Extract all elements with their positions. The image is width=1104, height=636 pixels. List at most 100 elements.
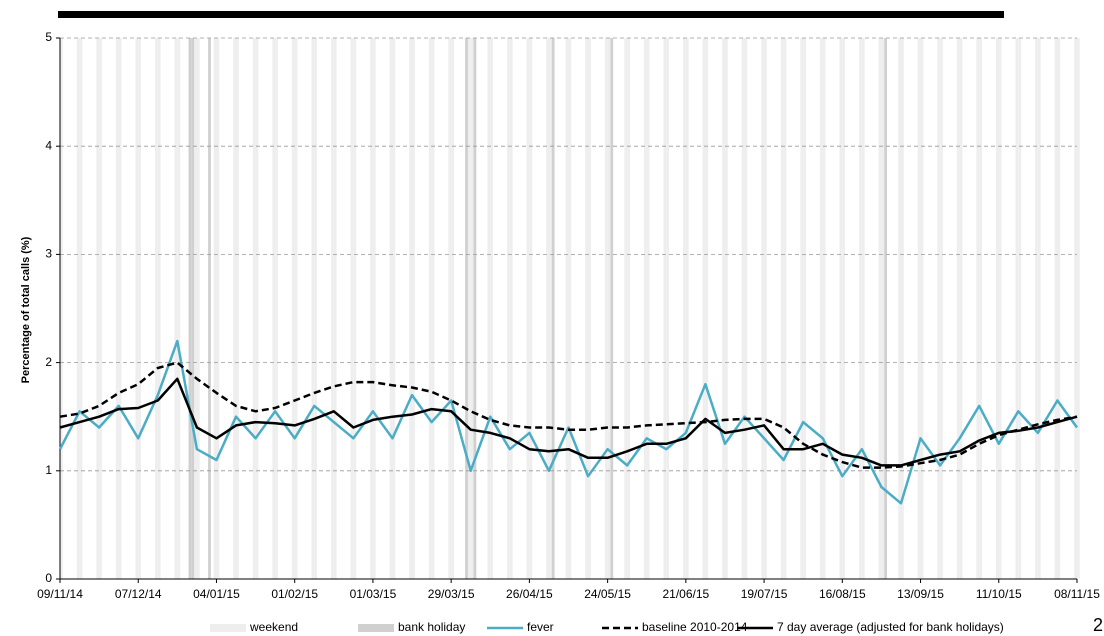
weekend-band	[861, 38, 865, 579]
top-bar	[58, 11, 1004, 18]
weekend-band	[585, 38, 589, 579]
weekend-band	[314, 38, 318, 579]
x-tick-label: 04/01/15	[193, 587, 240, 601]
weekend-band	[291, 38, 295, 579]
legend-swatch	[358, 624, 394, 632]
weekend-band	[800, 38, 804, 579]
series-line	[59, 361, 1078, 469]
weekend-band	[272, 38, 276, 579]
x-tick-label: 19/07/15	[741, 587, 788, 601]
weekend-band	[294, 38, 298, 579]
weekend-band	[624, 38, 628, 579]
series-line	[59, 377, 1078, 467]
x-tick-label: 01/02/15	[271, 587, 318, 601]
x-tick-label: 26/04/15	[506, 587, 553, 601]
weekend-band	[959, 38, 963, 579]
weekend-band	[1074, 38, 1077, 579]
weekend-band	[979, 38, 983, 579]
weekend-band	[663, 38, 667, 579]
bank-holiday-band	[465, 38, 468, 579]
weekend-band	[194, 38, 197, 579]
weekend-band	[451, 38, 454, 579]
weekend-band	[607, 38, 611, 579]
weekend-band	[995, 38, 999, 579]
weekend-band	[724, 38, 728, 579]
weekend-band	[1035, 38, 1038, 579]
weekend-band	[507, 38, 510, 579]
weekend-band	[683, 38, 686, 579]
weekend-band	[79, 38, 83, 579]
bank-holiday-band	[188, 38, 192, 579]
weekend-band	[370, 38, 373, 579]
x-tick-label: 24/05/15	[584, 587, 631, 601]
weekend-band	[643, 38, 647, 579]
weekend-band	[431, 38, 435, 579]
weekend-band	[839, 38, 843, 579]
legend-label: fever	[527, 620, 554, 634]
bank-holiday-band	[551, 38, 555, 579]
weekend-band	[60, 38, 63, 579]
legend-label: baseline 2010-2014	[642, 620, 748, 634]
weekend-band	[138, 38, 142, 579]
weekend-band	[213, 38, 217, 579]
weekend-band	[548, 38, 552, 579]
weekend-band	[722, 38, 725, 579]
weekend-band	[976, 38, 980, 579]
weekend-band	[392, 38, 396, 579]
weekend-band	[1037, 38, 1041, 579]
x-tick-label: 08/11/15	[1054, 587, 1100, 601]
weekend-band	[917, 38, 921, 579]
weekend-band	[154, 38, 158, 579]
weekend-band	[409, 38, 413, 579]
weekend-band	[1077, 38, 1080, 579]
weekend-band	[448, 38, 452, 579]
y-tick-label: 0	[45, 571, 52, 585]
weekend-band	[255, 38, 259, 579]
legend-swatch	[210, 624, 246, 632]
weekend-band	[956, 38, 960, 579]
x-tick-label: 07/12/14	[115, 587, 162, 601]
weekend-band	[487, 38, 491, 579]
weekend-band	[702, 38, 706, 579]
weekend-band	[780, 38, 784, 579]
y-tick-label: 3	[45, 247, 52, 261]
x-tick-label: 29/03/15	[428, 587, 475, 601]
weekend-band	[196, 38, 200, 579]
x-tick-label: 16/08/15	[819, 587, 866, 601]
weekend-band	[881, 38, 885, 579]
y-tick-label: 2	[45, 355, 52, 369]
weekend-band	[940, 38, 943, 579]
weekend-band	[1057, 38, 1061, 579]
y-tick-label: 4	[45, 138, 52, 152]
legend-label: weekend	[249, 620, 298, 634]
bank-holiday-band	[884, 38, 888, 579]
weekend-band	[878, 38, 882, 579]
weekend-band	[685, 38, 689, 579]
x-tick-label: 11/10/15	[976, 587, 1022, 601]
legend-label: 7 day average (adjusted for bank holiday…	[777, 620, 1004, 634]
weekend-band	[76, 38, 80, 579]
weekend-band	[99, 38, 102, 579]
weekend-band	[529, 38, 533, 579]
weekend-band	[216, 38, 220, 579]
weekend-band	[1015, 38, 1019, 579]
weekend-band	[998, 38, 1002, 579]
weekend-band	[389, 38, 393, 579]
weekend-band	[819, 38, 823, 579]
weekend-band	[920, 38, 924, 579]
bank-holiday-band	[473, 38, 477, 579]
weekend-band	[842, 38, 846, 579]
weekend-band	[157, 38, 161, 579]
weekend-band	[900, 38, 904, 579]
weekend-band	[565, 38, 569, 579]
weekend-band	[115, 38, 119, 579]
weekend-band	[236, 38, 239, 579]
weekend-band	[177, 38, 181, 579]
weekend-band	[741, 38, 745, 579]
y-tick-label: 1	[45, 463, 52, 477]
y-axis-label: Percentage of total calls (%)	[20, 236, 32, 383]
weekend-band	[526, 38, 530, 579]
weekend-band	[1054, 38, 1058, 579]
weekend-band	[372, 38, 376, 579]
